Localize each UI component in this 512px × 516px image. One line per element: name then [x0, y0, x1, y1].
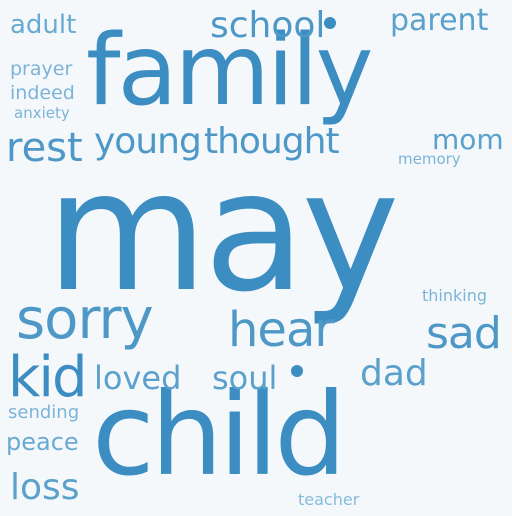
- word-young: young: [94, 121, 202, 162]
- dot-decoration: [324, 17, 336, 29]
- word-parent: parent: [390, 3, 489, 38]
- word-prayer: prayer: [10, 58, 73, 80]
- word-teacher: teacher: [298, 490, 360, 509]
- word-rest: rest: [6, 125, 83, 171]
- word-indeed: indeed: [10, 82, 75, 104]
- word-child: child: [92, 368, 347, 501]
- word-sending: sending: [8, 402, 80, 423]
- word-memory: memory: [398, 150, 461, 168]
- word-loss: loss: [10, 467, 80, 508]
- word-may: may: [46, 136, 400, 329]
- word-adult: adult: [10, 10, 77, 40]
- word-peace: peace: [6, 428, 79, 456]
- word-hear: hear: [228, 302, 334, 358]
- word-school: school: [210, 5, 326, 46]
- word-dad: dad: [360, 353, 428, 394]
- word-family: family: [86, 14, 373, 128]
- word-sad: sad: [426, 308, 502, 359]
- word-soul: soul: [212, 359, 278, 397]
- dot-decoration: [291, 365, 303, 377]
- word-thinking: thinking: [422, 286, 488, 305]
- word-kid: kid: [8, 345, 88, 410]
- word-sorry: sorry: [16, 287, 154, 352]
- word-mom: mom: [432, 123, 504, 156]
- word-anxiety: anxiety: [14, 104, 70, 122]
- word-thought: thought: [204, 121, 340, 162]
- word-loved: loved: [94, 359, 182, 397]
